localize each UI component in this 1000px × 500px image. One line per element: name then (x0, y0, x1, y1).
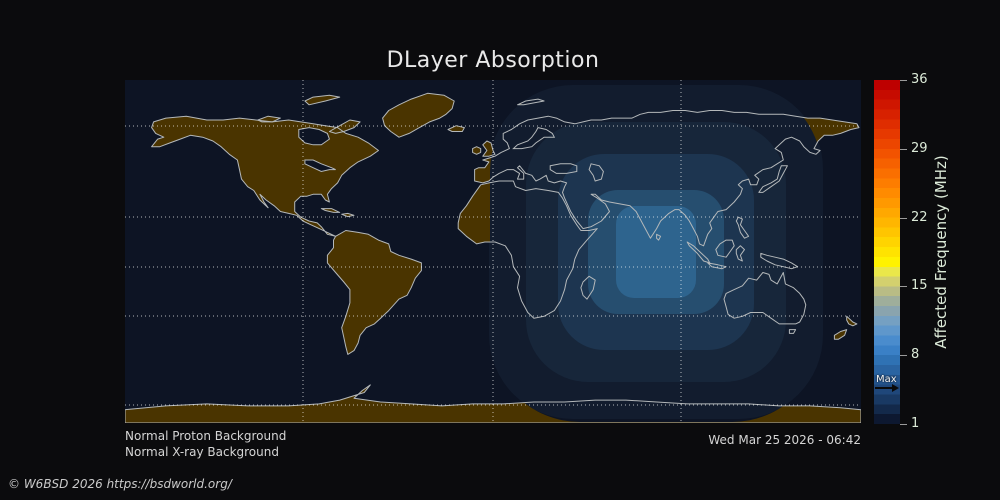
page-title: DLayer Absorption (386, 48, 600, 73)
proton-status-text: Normal Proton Background (125, 429, 287, 443)
colorbar-tick-mark (900, 148, 907, 150)
lake (304, 159, 336, 173)
world-map-canvas (125, 80, 861, 423)
colorbar-tick-label: 36 (911, 71, 928, 87)
background-status: Normal Proton Background Normal X-ray Ba… (125, 428, 286, 460)
lake (298, 127, 330, 146)
lake (549, 163, 578, 174)
map-timestamp: Wed Mar 25 2026 - 06:42 (708, 433, 861, 447)
colorbar-tick-label: 15 (911, 278, 928, 294)
colorbar (874, 80, 900, 424)
colorbar-tick-label: 29 (911, 140, 928, 156)
colorbar-tick-mark (900, 80, 907, 81)
colorbar-max-marker: Max (874, 374, 900, 392)
colorbar-tick-mark (900, 424, 907, 425)
graticule (125, 80, 861, 423)
colorbar-tick-label: 1 (911, 415, 920, 431)
colorbar-axis-label: Affected Frequency (MHz) (932, 155, 950, 349)
lake (588, 163, 604, 182)
xray-status-text: Normal X-ray Background (125, 445, 279, 459)
copyright-text: © W6BSD 2026 https://bsdworld.org/ (8, 477, 232, 491)
absorption-ring-5 (616, 206, 696, 298)
lake (512, 127, 556, 150)
colorbar-tick-label: 22 (911, 209, 928, 225)
coastlines (125, 92, 861, 423)
max-marker-label: Max (876, 374, 897, 385)
colorbar-tick-mark (900, 286, 907, 288)
colorbar-tick-mark (900, 355, 907, 357)
max-marker-arrow-icon (875, 384, 899, 392)
colorbar-tick-label: 8 (911, 346, 920, 362)
colorbar-tick-mark (900, 217, 907, 219)
world-map (125, 80, 861, 423)
